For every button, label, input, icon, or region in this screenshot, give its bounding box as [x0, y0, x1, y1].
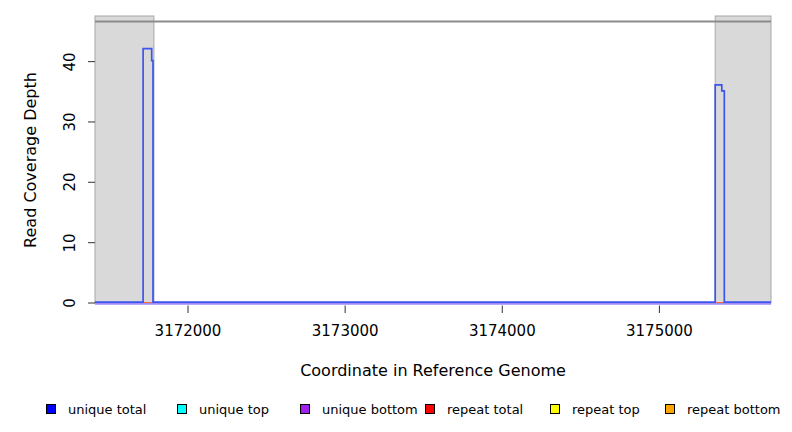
y-tick-label-40: 40	[61, 52, 79, 71]
unique-bottom-swatch-icon	[300, 404, 310, 414]
legend-item-unique-top: unique top	[177, 398, 269, 420]
legend-label: repeat bottom	[687, 402, 781, 417]
repeat-top-swatch-icon	[550, 404, 560, 414]
x-tick-label-3174000: 3174000	[469, 322, 536, 340]
legend-label: repeat total	[447, 402, 523, 417]
y-tick-label-0: 0	[61, 298, 79, 308]
legend-item-unique-total: unique total	[46, 398, 146, 420]
unique-top-swatch-icon	[177, 404, 187, 414]
unique-total-swatch-icon	[46, 404, 56, 414]
legend-item-repeat-bottom: repeat bottom	[665, 398, 781, 420]
legend-item-repeat-top: repeat top	[550, 398, 640, 420]
y-tick-label-10: 10	[61, 233, 79, 252]
legend-label: unique total	[68, 402, 146, 417]
y-tick-label-20: 20	[61, 173, 79, 192]
x-tick-label-3172000: 3172000	[155, 322, 222, 340]
y-axis-title: Read Coverage Depth	[21, 72, 40, 248]
legend-label: unique top	[199, 402, 269, 417]
legend-item-repeat-total: repeat total	[425, 398, 523, 420]
repeat-total-swatch-icon	[425, 404, 435, 414]
legend-label: unique bottom	[322, 402, 418, 417]
y-tick-label-30: 30	[61, 112, 79, 131]
coverage-plot-figure: Read Coverage Depth Coordinate in Refere…	[0, 0, 792, 432]
legend-label: repeat top	[572, 402, 640, 417]
repeat-bottom-swatch-icon	[665, 404, 675, 414]
legend-item-unique-bottom: unique bottom	[300, 398, 418, 420]
x-tick-label-3175000: 3175000	[626, 322, 693, 340]
x-axis-title: Coordinate in Reference Genome	[300, 361, 566, 380]
x-tick-label-3173000: 3173000	[312, 322, 379, 340]
legend: unique total unique top unique bottom re…	[0, 398, 792, 420]
